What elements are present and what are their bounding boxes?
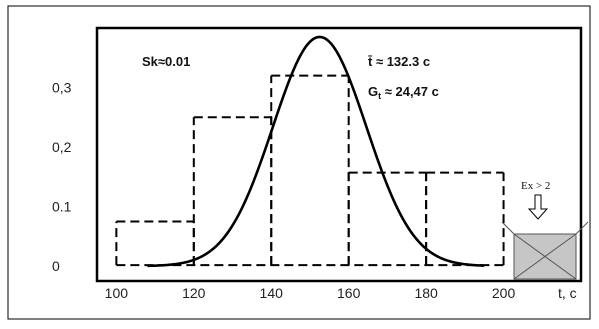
plot-area-border <box>95 26 583 283</box>
y-tick-label: 0.1 <box>52 199 72 215</box>
std-annotation-subscript: t <box>378 91 381 101</box>
excess-annotation: Ex > 2 <box>521 180 550 192</box>
excess-box <box>501 221 589 280</box>
excess-box-cross-b <box>513 233 577 280</box>
excess-box-diag-left <box>501 221 515 235</box>
x-tick-label: 140 <box>260 285 284 301</box>
x-tick-label: 180 <box>414 285 438 301</box>
x-tick-label: 200 <box>492 285 516 301</box>
y-tick-label: 0,3 <box>52 80 72 96</box>
x-tick-label: 160 <box>337 285 361 301</box>
outer-frame <box>7 5 591 320</box>
x-axis-label: t, c <box>558 285 577 301</box>
down-arrow-icon <box>527 194 549 220</box>
std-annotation-symbol: G <box>368 84 378 99</box>
y-tick-label: 0 <box>52 258 60 274</box>
y-tick-label: 0,2 <box>52 139 72 155</box>
mean-annotation: t̄ ≈ 132.3 c <box>368 54 430 69</box>
std-annotation: Gt ≈ 24,47 c <box>368 84 439 101</box>
excess-box-diag-right <box>575 221 589 235</box>
skew-annotation: Sk≈0.01 <box>142 54 190 69</box>
density-curve <box>147 35 485 268</box>
x-tick-label: 120 <box>182 285 206 301</box>
y-axis-ticks: 0 0.1 0,2 0,3 <box>52 80 72 275</box>
x-axis-ticks: 100 120 140 160 180 200 <box>105 285 516 301</box>
std-annotation-value: ≈ 24,47 c <box>381 84 439 99</box>
x-tick-label: 100 <box>105 285 129 301</box>
